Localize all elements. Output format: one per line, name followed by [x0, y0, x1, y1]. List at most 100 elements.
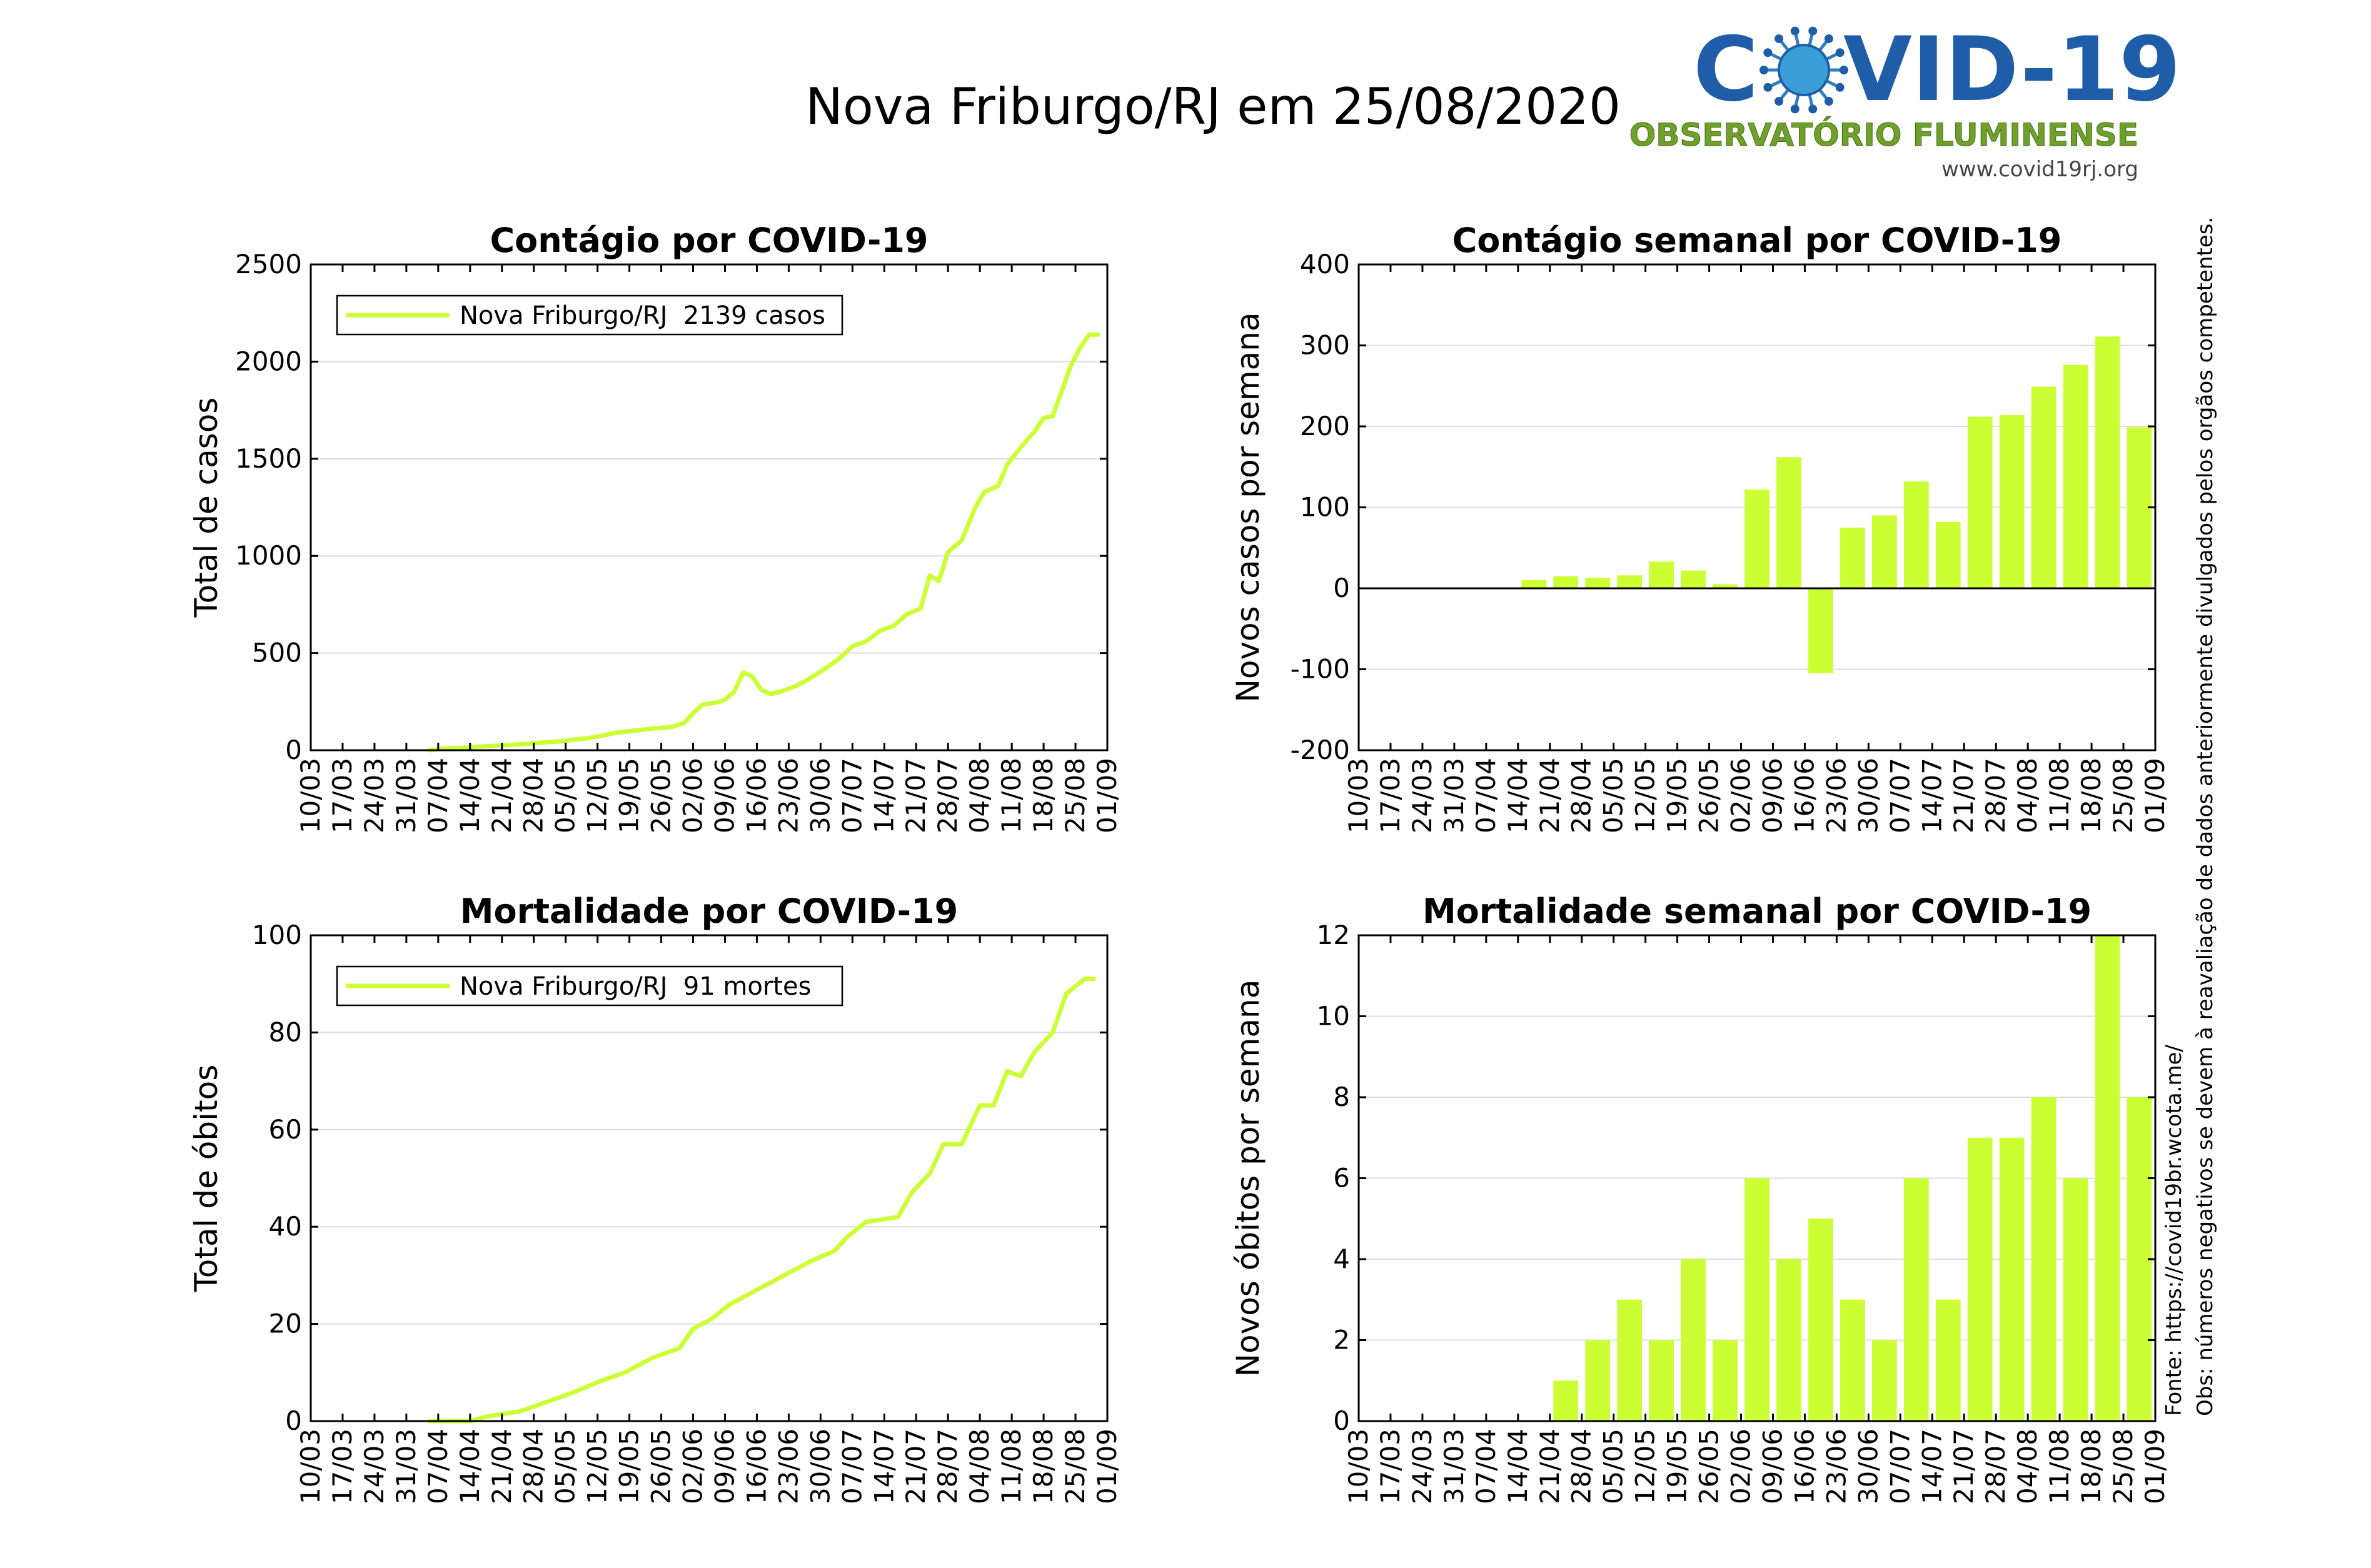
x-tick-label: 04/08 [964, 1429, 995, 1504]
logo-title-right: VID-19 [1843, 18, 2181, 121]
bar [1744, 1178, 1769, 1421]
x-tick-label: 28/04 [1566, 758, 1597, 833]
x-tick-label: 26/05 [1694, 1429, 1724, 1504]
bar [1585, 578, 1611, 588]
bar [1871, 515, 1897, 588]
bar [1808, 1219, 1833, 1421]
logo-url: www.covid19rj.org [1941, 157, 2138, 182]
x-tick-label: 02/06 [1726, 758, 1756, 833]
bar [1713, 1340, 1738, 1421]
bar [2063, 364, 2088, 588]
virus-spike-tip [1808, 26, 1818, 36]
y-tick-label: 100 [1300, 492, 1350, 523]
x-tick-label: 17/03 [1375, 1429, 1406, 1504]
x-tick-label: 12/05 [1630, 1429, 1661, 1504]
bar [1585, 1340, 1611, 1421]
x-tick-label: 07/04 [423, 1429, 453, 1504]
virus-spike-tip [1840, 66, 1848, 74]
x-tick-label: 28/07 [1980, 1429, 2011, 1504]
x-tick-label: 12/05 [1630, 758, 1661, 833]
y-tick-label: 2500 [235, 249, 302, 279]
y-tick-label: 300 [1300, 330, 1350, 361]
x-tick-label: 30/06 [1853, 1429, 1883, 1504]
x-tick-label: 30/06 [805, 758, 835, 833]
x-tick-label: 21/04 [486, 758, 517, 833]
x-tick-label: 01/09 [1092, 758, 1122, 833]
virus-icon [1759, 26, 1848, 114]
y-axis-label: Total de óbitos [188, 1065, 224, 1293]
x-tick-label: 09/06 [1757, 1429, 1788, 1504]
logo: C VID-19 OBSERVATÓRIO FLUMINENSE www.cov… [1629, 18, 2181, 182]
x-tick-label: 25/08 [1060, 1429, 1090, 1504]
bar [1776, 1259, 1801, 1421]
virus-spike-tip [1790, 104, 1800, 114]
y-axis-label: Novos óbitos por semana [1230, 980, 1266, 1377]
bar [2127, 427, 2152, 588]
x-tick-label: 21/07 [900, 758, 931, 833]
x-tick-label: 01/09 [2140, 758, 2170, 833]
x-tick-label: 04/08 [2012, 758, 2043, 833]
x-tick-label: 30/06 [1853, 758, 1883, 833]
x-tick-label: 07/04 [1471, 1429, 1501, 1504]
plot-frame [310, 263, 1109, 751]
y-tick-label: 2 [1333, 1325, 1350, 1355]
legend-label: Nova Friburgo/RJ 2139 casos [460, 301, 825, 330]
x-tick-label: 09/06 [709, 1429, 740, 1504]
x-tick-label: 09/06 [709, 758, 740, 833]
bar [2095, 336, 2120, 588]
x-tick-label: 28/07 [932, 758, 963, 833]
source-note: Fonte: https://covid19br.wcota.me/ [2162, 1044, 2187, 1416]
x-tick-label: 11/08 [996, 758, 1027, 833]
bar [1553, 1380, 1579, 1421]
bar [1808, 588, 1833, 673]
x-tick-label: 21/04 [1534, 1429, 1565, 1504]
bar [1744, 490, 1769, 588]
plot-area [311, 935, 1107, 1421]
chart-title: Contágio semanal por COVID-19 [1452, 221, 2062, 260]
x-tick-label: 28/04 [518, 758, 549, 833]
bar [1871, 1340, 1897, 1421]
x-tick-label: 26/05 [646, 758, 677, 833]
logo-title-left: C [1693, 18, 1758, 121]
x-tick-label: 25/08 [2108, 758, 2138, 833]
x-tick-label: 16/06 [1789, 1429, 1820, 1504]
bar [1840, 527, 1865, 588]
bar [1681, 1259, 1706, 1421]
x-tick-label: 01/09 [2140, 1429, 2170, 1504]
virus-spike-tip [1835, 83, 1845, 92]
x-tick-label: 05/05 [550, 1429, 581, 1504]
x-tick-label: 28/07 [1980, 758, 2011, 833]
virus-body [1778, 44, 1830, 96]
chart-title: Contágio por COVID-19 [490, 221, 928, 260]
x-tick-label: 09/06 [1757, 758, 1788, 833]
bar [1967, 1137, 1993, 1421]
x-tick-label: 18/08 [1028, 1429, 1059, 1504]
x-tick-label: 21/04 [1534, 758, 1565, 833]
x-tick-label: 21/07 [1948, 1429, 1979, 1504]
x-tick-label: 17/03 [1375, 758, 1406, 833]
x-tick-label: 14/04 [1503, 1429, 1533, 1504]
y-tick-label: 8 [1333, 1082, 1350, 1112]
x-tick-label: 19/05 [1662, 1429, 1693, 1504]
x-tick-label: 07/07 [837, 1429, 867, 1504]
x-tick-label: 11/08 [996, 1429, 1027, 1504]
x-tick-label: 10/03 [295, 758, 326, 833]
y-tick-label: 500 [252, 638, 302, 668]
plot-area [311, 264, 1107, 750]
y-tick-label: 200 [1300, 411, 1350, 441]
x-tick-label: 01/09 [1092, 1429, 1122, 1504]
y-tick-label: 1000 [235, 540, 302, 571]
virus-spike-tip [1824, 97, 1833, 106]
y-tick-label: 1500 [235, 443, 302, 474]
virus-spike-tip [1824, 34, 1833, 43]
x-tick-label: 28/07 [932, 1429, 963, 1504]
y-tick-label: 2000 [235, 346, 302, 376]
bar [1713, 584, 1738, 588]
virus-spike-tip [1774, 34, 1784, 43]
bar [1903, 1178, 1929, 1421]
bar [1681, 570, 1706, 588]
bar [2127, 1097, 2152, 1421]
bar [1999, 415, 2025, 588]
